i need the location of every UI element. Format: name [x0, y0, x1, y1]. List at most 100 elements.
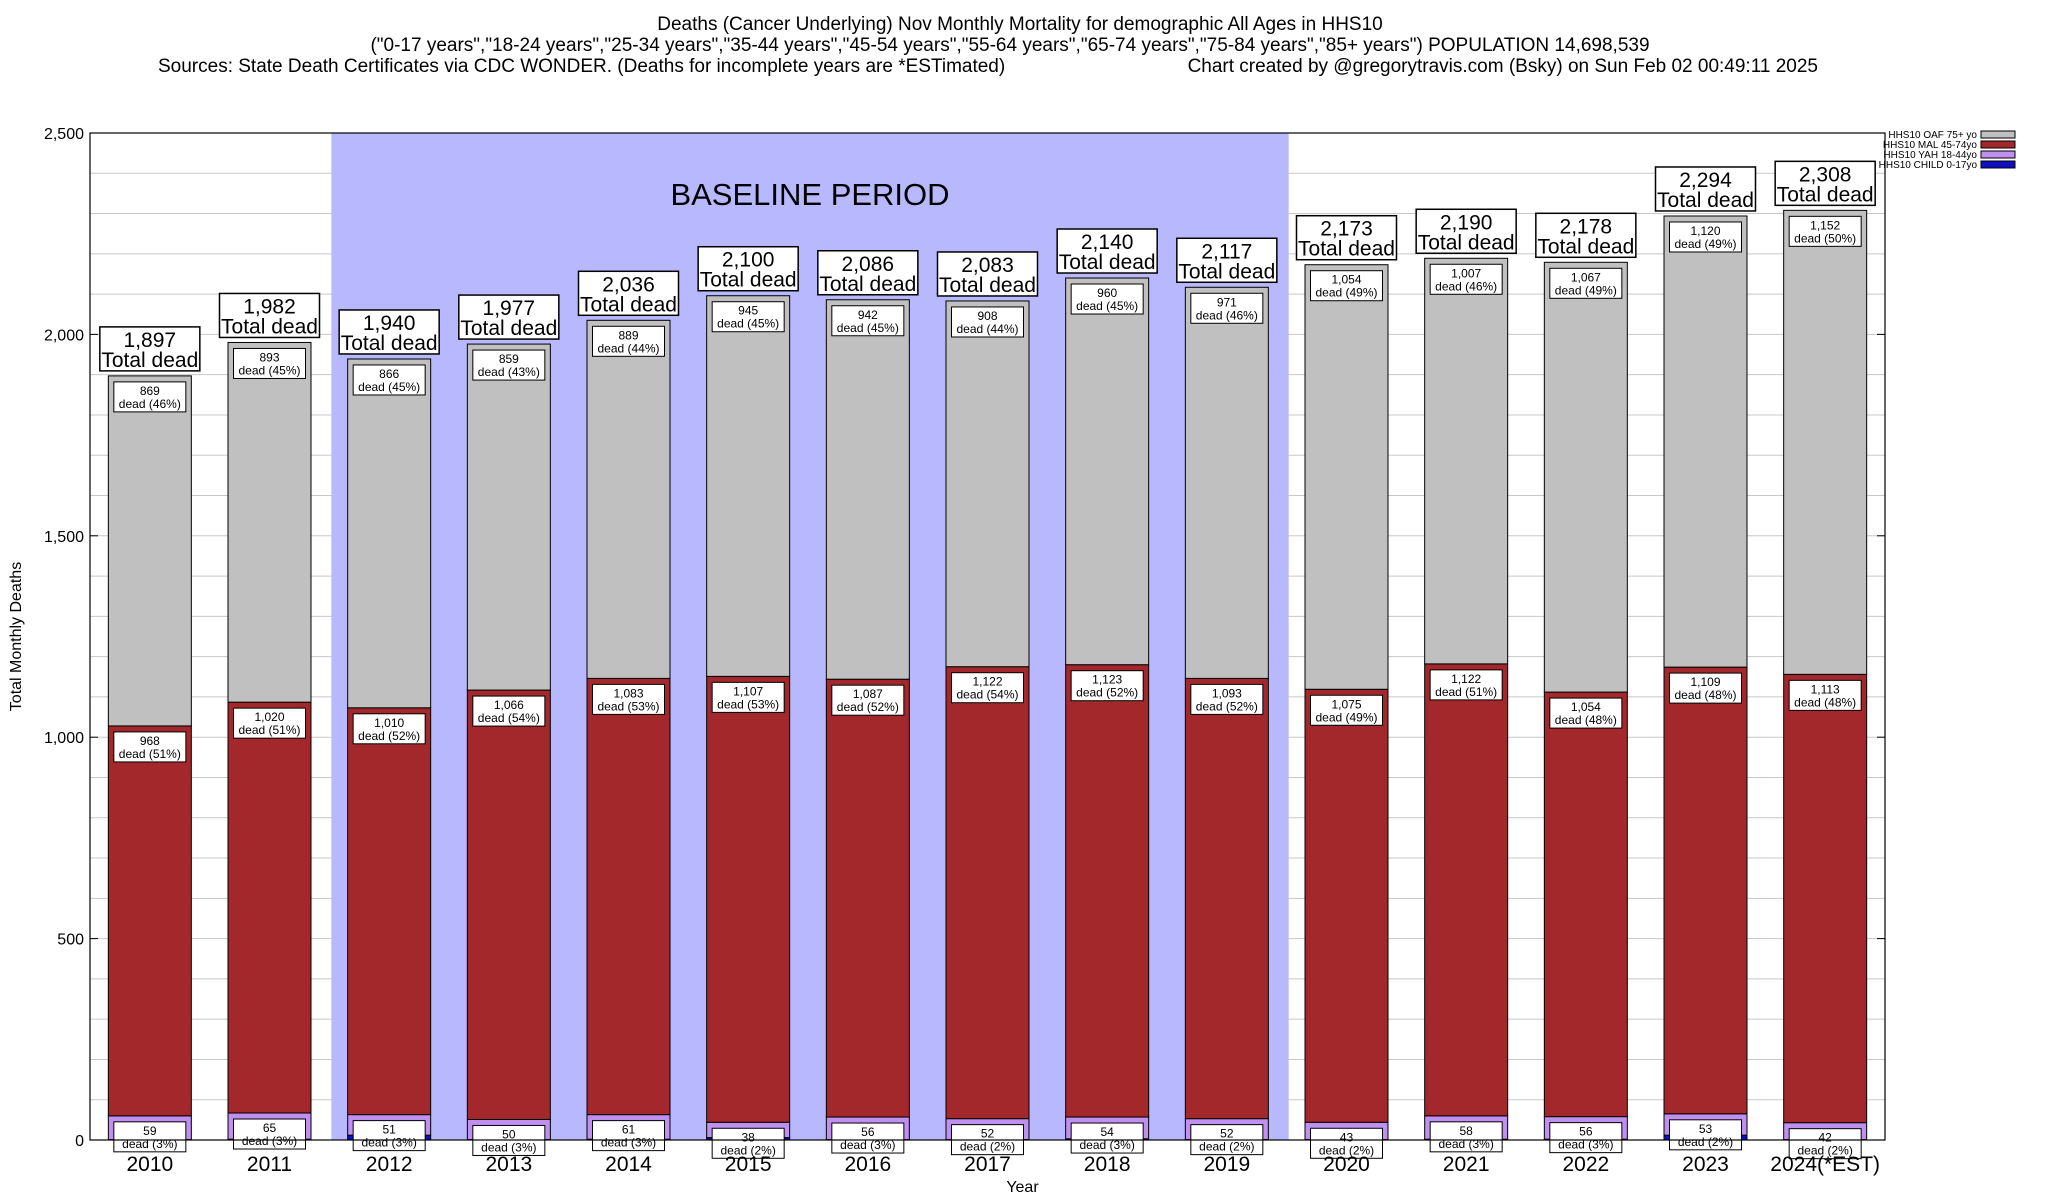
x-tick-label: 2024(*EST) [1770, 1153, 1880, 1176]
segment-label-box [1310, 694, 1383, 726]
segment-label-pct: dead (48%) [1674, 688, 1736, 702]
segment-label-pct: dead (45%) [238, 363, 300, 377]
segment-label-pct: dead (54%) [956, 688, 1018, 702]
bar-segment [347, 358, 432, 709]
segment-label-value: 56 [1579, 1125, 1593, 1139]
segment-label-pct: dead (52%) [1196, 699, 1258, 713]
segment-label-value: 56 [861, 1125, 875, 1139]
x-tick-label: 2010 [126, 1153, 173, 1176]
x-tick-label: 2015 [725, 1153, 772, 1176]
total-label-suffix: Total dead [1777, 183, 1874, 206]
x-tick-label: 2019 [1203, 1153, 1250, 1176]
bar-segment [227, 341, 312, 703]
segment-label-pct: dead (44%) [956, 322, 1018, 336]
total-label-suffix: Total dead [939, 274, 1036, 297]
segment-label-value: 59 [143, 1124, 157, 1138]
segment-label-value: 54 [1100, 1125, 1114, 1139]
bar-segment [706, 295, 791, 677]
segment-label-value: 1,067 [1571, 270, 1601, 284]
segment-label-box [1190, 683, 1264, 715]
total-label-box [1535, 212, 1637, 259]
x-tick-label: 2016 [844, 1153, 891, 1176]
x-tick-label: 2014 [605, 1153, 652, 1176]
total-label-suffix: Total dead [700, 269, 797, 292]
bar-segment [347, 707, 432, 1116]
bar-segment [1184, 677, 1269, 1120]
segment-label-value: 859 [499, 352, 519, 366]
x-tick-label: 2020 [1323, 1153, 1370, 1176]
total-label-box [1774, 160, 1876, 207]
segment-label-pct: dead (2%) [1319, 1143, 1374, 1157]
segment-label-pct: dead (54%) [478, 711, 540, 725]
segment-label-box [1669, 221, 1742, 253]
segment-label-value: 65 [263, 1121, 277, 1135]
title-line-4: Chart created by @gregorytravis.com (Bsk… [1188, 56, 1818, 77]
segment-label-value: 43 [1340, 1130, 1354, 1144]
total-label-value: 2,036 [602, 273, 655, 296]
plot-frame [89, 132, 1886, 1141]
bar-segment [586, 677, 671, 1116]
segment-label-value: 1,066 [494, 698, 524, 712]
segment-label-box [711, 301, 785, 333]
segment-label-pct: dead (3%) [242, 1134, 297, 1148]
total-label-box [458, 294, 560, 340]
segment-label-box [352, 364, 426, 396]
segment-label-pct: dead (3%) [601, 1136, 656, 1150]
total-label-value: 2,140 [1081, 231, 1134, 254]
x-tick-label: 2023 [1682, 1153, 1729, 1176]
segment-label-box [951, 672, 1024, 704]
total-label-suffix: Total dead [1298, 238, 1395, 261]
y-tick-label: 2,000 [44, 327, 84, 344]
legend-swatch [1980, 160, 2016, 169]
segment-label-pct: dead (48%) [1555, 713, 1617, 727]
bar-segment [706, 675, 791, 1123]
segment-label-value: 38 [741, 1130, 755, 1144]
segment-label-box [1549, 1122, 1623, 1154]
segment-label-pct: dead (2%) [720, 1143, 775, 1157]
total-label-value: 1,940 [363, 312, 416, 335]
bar-segment [1424, 257, 1509, 665]
segment-label-pct: dead (52%) [358, 729, 420, 743]
segment-label-value: 942 [858, 308, 878, 322]
bar-segment [1304, 264, 1389, 690]
bar-segment [1543, 261, 1628, 693]
segment-label-box [711, 681, 785, 713]
total-label-box [577, 270, 680, 317]
segment-label-box [951, 306, 1024, 338]
segment-label-pct: dead (48%) [1794, 695, 1856, 709]
bar-segment [466, 689, 551, 1120]
bar-segment [1783, 673, 1868, 1124]
segment-label-value: 61 [622, 1123, 636, 1137]
total-label-box [1295, 214, 1398, 261]
segment-label-pct: dead (51%) [1435, 685, 1497, 699]
segment-label-value: 1,054 [1571, 700, 1601, 714]
segment-label-pct: dead (45%) [717, 317, 779, 331]
segment-label-box [1310, 1127, 1383, 1159]
segment-label-box [592, 1120, 665, 1152]
title-line-2: ("0-17 years","18-24 years","25-34 years… [370, 35, 1649, 56]
total-label-suffix: Total dead [819, 273, 916, 296]
segment-label-pct: dead (46%) [1435, 279, 1497, 293]
segment-label-box [233, 1118, 306, 1150]
x-tick-label: 2012 [366, 1153, 413, 1176]
bar-segment [107, 725, 192, 1117]
x-tick-label: 2022 [1562, 1153, 1609, 1176]
legend-swatch [1980, 150, 2016, 159]
total-label-suffix: Total dead [1657, 189, 1754, 212]
total-label-suffix: Total dead [1178, 260, 1275, 283]
segment-label-value: 1,109 [1690, 675, 1720, 689]
segment-label-value: 971 [1217, 295, 1237, 309]
segment-label-box [113, 731, 187, 763]
segment-label-pct: dead (49%) [1315, 286, 1377, 300]
segment-label-box [1429, 1121, 1503, 1153]
bar-segment [825, 299, 910, 680]
bar-segment [1184, 286, 1269, 679]
segment-label-box [233, 707, 306, 739]
total-label-suffix: Total dead [460, 317, 557, 340]
segment-label-box [1070, 670, 1144, 702]
segment-label-box [352, 1120, 426, 1152]
total-label-value: 2,294 [1679, 169, 1732, 192]
segment-label-value: 51 [382, 1123, 396, 1137]
segment-label-box [1549, 697, 1623, 729]
